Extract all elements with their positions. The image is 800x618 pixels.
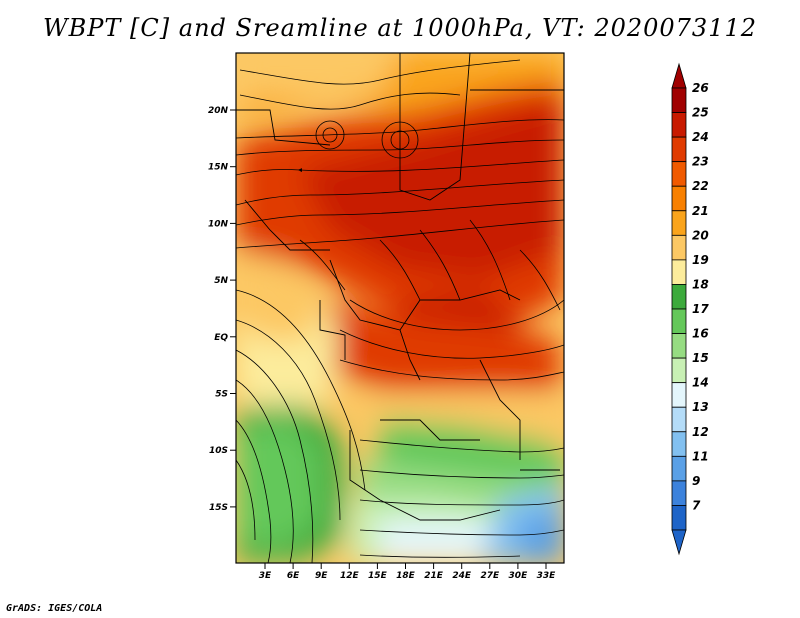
colorbar: 26 25 24 23 22 21 20 19 18 17 16 15 14 13 12 11 9 7 bbox=[671, 62, 709, 556]
colorbar-segment bbox=[671, 259, 687, 285]
colorbar-segment bbox=[671, 357, 687, 384]
lat-tick-label: 5N bbox=[214, 276, 228, 286]
colorbar-bottom-arrow bbox=[671, 529, 687, 556]
lat-tick-label: 10S bbox=[209, 446, 228, 456]
colorbar-top-arrow bbox=[671, 62, 687, 89]
colorbar-segment bbox=[671, 210, 687, 236]
colorbar-label: 26 bbox=[692, 81, 709, 95]
colorbar-label: 19 bbox=[692, 253, 709, 267]
lat-tick-label: 20N bbox=[208, 106, 229, 116]
colorbar-segment bbox=[671, 234, 687, 261]
lon-tick-label: 18E bbox=[396, 571, 416, 581]
wbpt-shading bbox=[236, 53, 564, 563]
colorbar-label: 20 bbox=[692, 228, 709, 242]
colorbar-label: 23 bbox=[692, 155, 709, 169]
colorbar-label: 13 bbox=[692, 400, 709, 414]
lon-tick-label: 6E bbox=[287, 571, 300, 581]
colorbar-segment bbox=[671, 308, 687, 334]
colorbar-label: 18 bbox=[692, 277, 709, 291]
colorbar-label: 16 bbox=[692, 327, 709, 341]
longitude-axis: 3E 6E 9E 12E 15E 18E 21E 24E 27E 30E 33E bbox=[259, 563, 556, 581]
map-frame bbox=[235, 52, 565, 564]
colorbar-segment bbox=[671, 431, 687, 457]
colorbar-segment bbox=[671, 406, 687, 433]
colorbar-label: 25 bbox=[692, 106, 709, 120]
colorbar-segment bbox=[671, 161, 687, 187]
lon-tick-label: 24E bbox=[452, 571, 472, 581]
lat-tick-label: EQ bbox=[214, 333, 228, 343]
streamlines bbox=[236, 59, 564, 563]
lat-tick-label: 15N bbox=[208, 163, 229, 173]
colorbar-segment bbox=[671, 455, 687, 482]
lon-tick-label: 3E bbox=[259, 571, 272, 581]
colorbar-segment bbox=[671, 480, 687, 506]
colorbar-label: 24 bbox=[692, 130, 709, 144]
colorbar-label: 9 bbox=[692, 474, 700, 488]
colorbar-segment bbox=[671, 505, 687, 531]
lon-tick-label: 30E bbox=[509, 571, 529, 581]
colorbar-label: 7 bbox=[692, 498, 701, 512]
colorbar-segment bbox=[671, 87, 687, 113]
colorbar-label: 17 bbox=[692, 302, 709, 316]
colorbar-segment bbox=[671, 333, 687, 359]
colorbar-segment bbox=[671, 112, 687, 138]
colorbar-segment bbox=[671, 284, 687, 310]
lat-tick-label: 10N bbox=[208, 219, 229, 229]
latitude-axis: 20N 15N 10N 5N EQ 5S 10S 15S bbox=[208, 106, 236, 513]
footer-credit: GrADS: IGES/COLA bbox=[6, 603, 103, 614]
lon-tick-label: 9E bbox=[315, 571, 328, 581]
lon-tick-label: 15E bbox=[368, 571, 388, 581]
colorbar-segment bbox=[671, 185, 687, 212]
colorbar-label: 11 bbox=[692, 449, 709, 463]
lon-tick-label: 33E bbox=[537, 571, 557, 581]
colorbar-label: 14 bbox=[692, 376, 709, 390]
lon-tick-label: 21E bbox=[424, 571, 444, 581]
lat-tick-label: 5S bbox=[215, 390, 228, 400]
colorbar-label: 22 bbox=[692, 179, 709, 193]
lon-tick-label: 12E bbox=[340, 571, 360, 581]
colorbar-segment bbox=[671, 136, 687, 163]
colorbar-segment bbox=[671, 382, 687, 408]
lon-tick-label: 27E bbox=[480, 571, 500, 581]
map-title: WBPT [C] and Sreamline at 1000hPa, VT: 2… bbox=[42, 14, 758, 42]
colorbar-label: 12 bbox=[692, 425, 709, 439]
country-borders bbox=[236, 53, 564, 521]
colorbar-label: 21 bbox=[692, 204, 709, 218]
colorbar-label: 15 bbox=[692, 351, 709, 365]
lat-tick-label: 15S bbox=[209, 503, 228, 513]
